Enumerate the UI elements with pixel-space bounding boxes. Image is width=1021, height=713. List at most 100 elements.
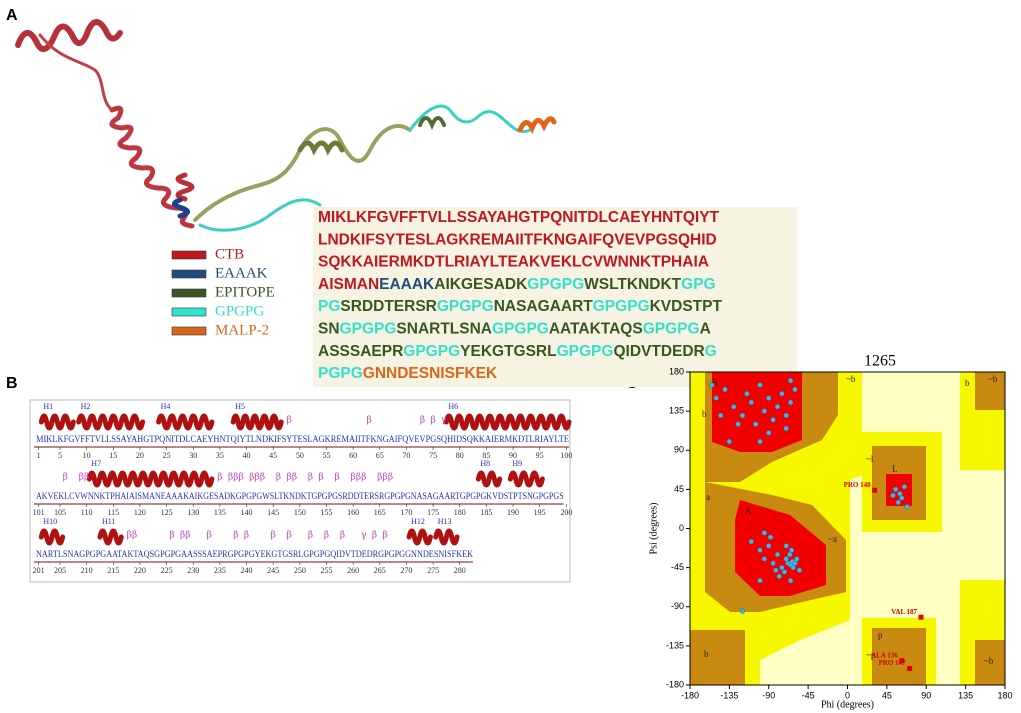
- tick-label: 125: [161, 508, 173, 517]
- sequence-segment: KVDSTPT: [650, 298, 723, 315]
- outlier-label: PRO 148: [844, 481, 872, 489]
- sequence-line: SQKKAIERMKDTLRIAYLTEAKVEKLCVWNNKTPHAIA: [318, 254, 709, 271]
- tick-label: 80: [456, 451, 464, 460]
- tick-label: 240: [241, 566, 253, 575]
- legend-label: EAAAK: [215, 265, 268, 281]
- panel-label: A: [6, 7, 18, 24]
- sequence-line: LNDKIFSYTESLAGKREMAIITFKNGAIFQVEVPGSQHID: [318, 231, 717, 248]
- tick-label: 265: [374, 566, 386, 575]
- residue-point: [766, 430, 772, 436]
- residue-point: [788, 547, 795, 553]
- residue-point: [770, 560, 776, 566]
- helix-label: H10: [43, 517, 57, 526]
- region-label: ~p: [866, 650, 876, 660]
- beta-symbol: β: [79, 473, 84, 483]
- tick-label: 220: [134, 566, 146, 575]
- residue-point: [757, 578, 763, 584]
- sequence-segment: ASSSAEPR: [318, 343, 403, 360]
- tick-label: 100: [560, 451, 572, 460]
- helix-label: H5: [235, 402, 245, 411]
- tick-label: 15: [109, 451, 117, 460]
- helix-label: H7: [91, 459, 101, 468]
- helix-label: H1: [43, 402, 53, 411]
- residue-point: [770, 417, 776, 423]
- beta-symbol: β: [287, 416, 292, 426]
- tick-label: 230: [187, 566, 199, 575]
- beta-symbol: β: [260, 473, 265, 483]
- helix-label: H13: [438, 517, 452, 526]
- beta-symbol: β: [372, 531, 377, 541]
- tick-label: 70: [402, 451, 410, 460]
- residue-point: [895, 499, 901, 506]
- residue-point: [901, 484, 908, 490]
- x-tick-label: 135: [958, 690, 973, 700]
- beta-symbol: β: [335, 473, 340, 483]
- x-tick-label: -180: [681, 690, 699, 700]
- helix-label: H12: [411, 517, 425, 526]
- sequence-text: MIKLKFGVFFTVLLSSAYAHGTPQNITDLCAEYHNTQIYT…: [36, 434, 569, 444]
- tick-label: 190: [507, 508, 519, 517]
- region-label: p: [878, 630, 883, 640]
- tick-label: 120: [134, 508, 146, 517]
- legend-label: EPITOPE: [215, 284, 275, 300]
- helix: [230, 413, 284, 431]
- residue-point: [790, 564, 796, 571]
- sequence-line: PGPGGNNDESNISFKEK: [318, 365, 498, 382]
- tick-label: 280: [454, 566, 466, 575]
- sequence-text: NARTLSNAGPGPGAATAKTAQSGPGPGAASSSAEPRGPGP…: [36, 549, 474, 559]
- residue-point: [779, 391, 785, 397]
- y-tick-label: -135: [666, 640, 684, 650]
- tick-label: 275: [427, 566, 439, 575]
- residue-point: [726, 438, 733, 445]
- residue-point: [709, 382, 715, 388]
- outlier-label: ALA 136: [871, 651, 898, 659]
- gamma-symbol: γ: [361, 531, 366, 541]
- residue-point: [766, 395, 772, 401]
- y-tick-label: -90: [671, 601, 684, 611]
- sequence-segment: GPGPG: [557, 343, 614, 360]
- sequence-segment: AATAKTAQS: [549, 321, 643, 338]
- residue-point: [781, 569, 788, 575]
- tick-label: 85: [482, 451, 490, 460]
- sequence-segment: WSLTKNDKT: [584, 276, 682, 293]
- beta-symbol: β: [308, 473, 313, 483]
- beta-symbol: β: [244, 531, 249, 541]
- residue-point: [792, 560, 798, 566]
- sequence-segment: A: [700, 321, 711, 338]
- outlier-point: [899, 658, 905, 664]
- region-label: b: [965, 378, 970, 388]
- region-label: ~b: [846, 374, 856, 384]
- beta-symbol: β: [430, 416, 435, 426]
- tick-label: 200: [560, 508, 572, 517]
- tick-label: 150: [294, 508, 306, 517]
- residue-point: [792, 386, 798, 393]
- residue-point: [739, 412, 746, 419]
- beta-symbol: β: [383, 531, 388, 541]
- region-label: B: [712, 378, 718, 388]
- residue-point: [787, 378, 794, 384]
- tick-label: 145: [267, 508, 279, 517]
- helix: [156, 413, 215, 431]
- residue-point: [761, 556, 768, 562]
- beta-symbol: β: [228, 473, 233, 483]
- residue-point: [897, 491, 903, 497]
- residue-point: [890, 492, 896, 499]
- sequence-line: AISMANEAAAKAIKGESADKGPGPGWSLTKNDKTGPG: [318, 276, 716, 293]
- beta-symbol: β: [292, 473, 297, 483]
- tick-label: 95: [536, 451, 544, 460]
- sequence-segment: GPGPG: [340, 321, 397, 338]
- residue-point: [773, 567, 779, 573]
- sequence-segment: MIKLKFGVFFTVLLSSAYAHGTPQNITDLCAEYHNTQIYT: [318, 209, 720, 226]
- x-tick-label: -45: [802, 690, 815, 700]
- tick-label: 101: [33, 508, 45, 517]
- residue-point: [783, 425, 789, 432]
- residue-point: [904, 504, 910, 510]
- outlier-point: [918, 614, 924, 620]
- tick-label: 25: [163, 451, 171, 460]
- residue-point: [752, 421, 759, 427]
- tick-label: 35: [216, 451, 224, 460]
- sequence-segment: EAAAK: [379, 276, 435, 293]
- residue-point: [761, 408, 768, 414]
- residue-point: [735, 421, 741, 427]
- sequence-line: MIKLKFGVFFTVLLSSAYAHGTPQNITDLCAEYHNTQIYT: [318, 209, 720, 226]
